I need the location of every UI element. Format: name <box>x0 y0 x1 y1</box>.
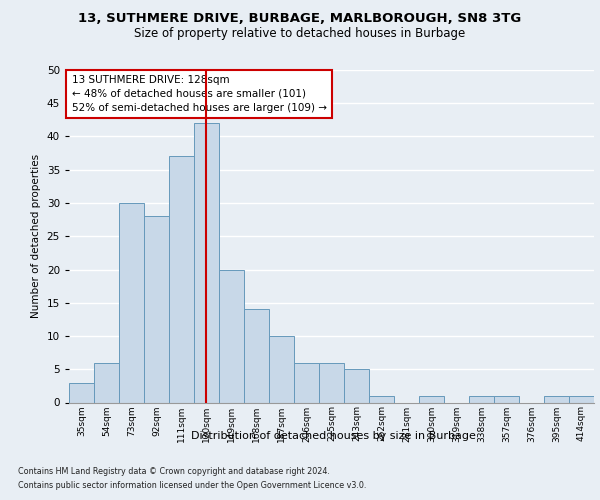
Bar <box>119 203 144 402</box>
Bar <box>69 382 94 402</box>
Bar <box>319 362 344 403</box>
Bar <box>419 396 444 402</box>
Text: Contains public sector information licensed under the Open Government Licence v3: Contains public sector information licen… <box>18 481 367 490</box>
Text: Size of property relative to detached houses in Burbage: Size of property relative to detached ho… <box>134 28 466 40</box>
Bar <box>269 336 294 402</box>
Bar <box>344 369 369 402</box>
Text: 13, SUTHMERE DRIVE, BURBAGE, MARLBOROUGH, SN8 3TG: 13, SUTHMERE DRIVE, BURBAGE, MARLBOROUGH… <box>79 12 521 26</box>
Bar <box>94 362 119 403</box>
Bar <box>494 396 519 402</box>
Text: Contains HM Land Registry data © Crown copyright and database right 2024.: Contains HM Land Registry data © Crown c… <box>18 468 330 476</box>
Bar <box>369 396 394 402</box>
Bar <box>244 310 269 402</box>
Text: 13 SUTHMERE DRIVE: 128sqm
← 48% of detached houses are smaller (101)
52% of semi: 13 SUTHMERE DRIVE: 128sqm ← 48% of detac… <box>71 75 326 113</box>
Bar <box>294 362 319 403</box>
Bar <box>569 396 594 402</box>
Bar <box>469 396 494 402</box>
Y-axis label: Number of detached properties: Number of detached properties <box>31 154 41 318</box>
Bar <box>544 396 569 402</box>
Bar <box>144 216 169 402</box>
Bar <box>194 123 219 402</box>
Bar <box>169 156 194 402</box>
Text: Distribution of detached houses by size in Burbage: Distribution of detached houses by size … <box>191 431 475 441</box>
Bar <box>219 270 244 402</box>
